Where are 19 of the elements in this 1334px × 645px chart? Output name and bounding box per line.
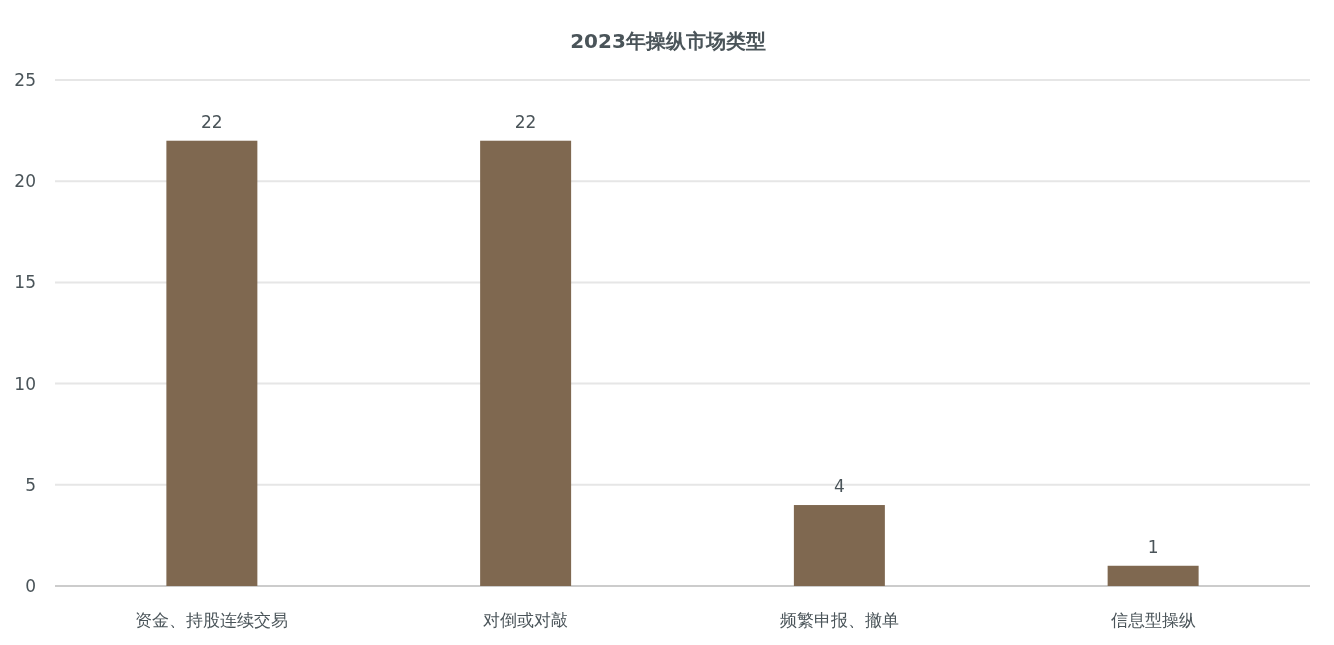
x-tick-label: 对倒或对敲 — [483, 610, 569, 630]
bar — [480, 140, 572, 586]
bar — [1107, 565, 1199, 586]
data-label: 22 — [201, 111, 223, 132]
y-tick-label: 5 — [25, 474, 36, 495]
x-tick-label: 信息型操纵 — [1110, 610, 1196, 630]
data-label: 22 — [514, 111, 537, 132]
y-tick-label: 25 — [14, 69, 36, 90]
y-tick-label: 0 — [25, 575, 36, 596]
data-label: 1 — [1147, 536, 1159, 557]
chart-title: 2023年操纵市场类型 — [570, 29, 766, 53]
x-tick-label: 频繁申报、撤单 — [779, 610, 899, 630]
y-tick-label: 20 — [14, 171, 36, 192]
y-tick-label: 10 — [14, 373, 36, 394]
x-tick-label: 资金、持股连续交易 — [135, 610, 289, 630]
y-tick-label: 15 — [14, 272, 36, 293]
data-label: 4 — [833, 476, 845, 497]
bar — [166, 140, 258, 586]
bar — [793, 505, 885, 586]
